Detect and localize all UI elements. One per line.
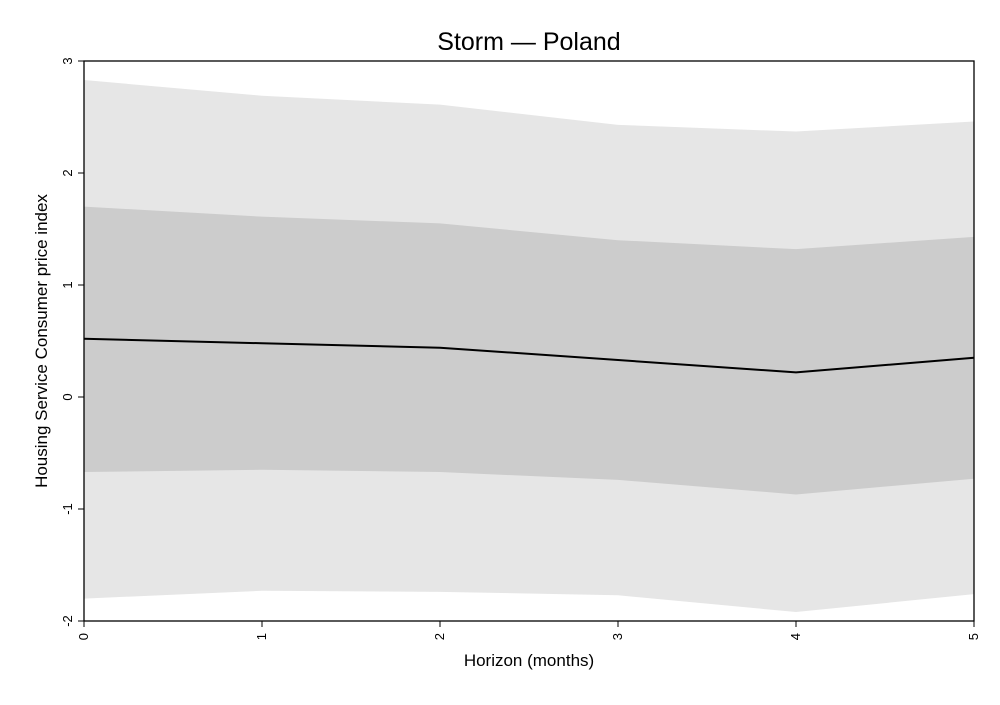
x-tick-label: 4: [788, 633, 803, 640]
x-tick-label: 5: [966, 633, 981, 640]
x-tick-label: 0: [76, 633, 91, 640]
y-axis-ticks: -2 -1 0 1 2 3: [60, 57, 84, 627]
x-axis-ticks: 0 1 2 3 4 5: [76, 621, 981, 640]
inner-confidence-band: [84, 206, 974, 495]
series-line-0: [83, 337, 975, 374]
y-tick-label: -2: [60, 615, 75, 627]
series-lines: [83, 337, 975, 374]
plot-frame: [83, 60, 975, 622]
y-tick-label: 3: [60, 57, 75, 64]
x-tick-label: 1: [254, 633, 269, 640]
y-tick-label: 1: [60, 281, 75, 288]
y-tick-label: 2: [60, 169, 75, 176]
y-tick-label: -1: [60, 503, 75, 515]
x-axis-label: Horizon (months): [464, 651, 594, 670]
y-tick-label: 0: [60, 393, 75, 400]
x-tick-label: 2: [432, 633, 447, 640]
confidence-bands: [84, 80, 974, 613]
x-tick-label: 3: [610, 633, 625, 640]
chart-title: Storm — Poland: [437, 28, 620, 56]
y-axis-label: Housing Service Consumer price index: [32, 194, 51, 488]
